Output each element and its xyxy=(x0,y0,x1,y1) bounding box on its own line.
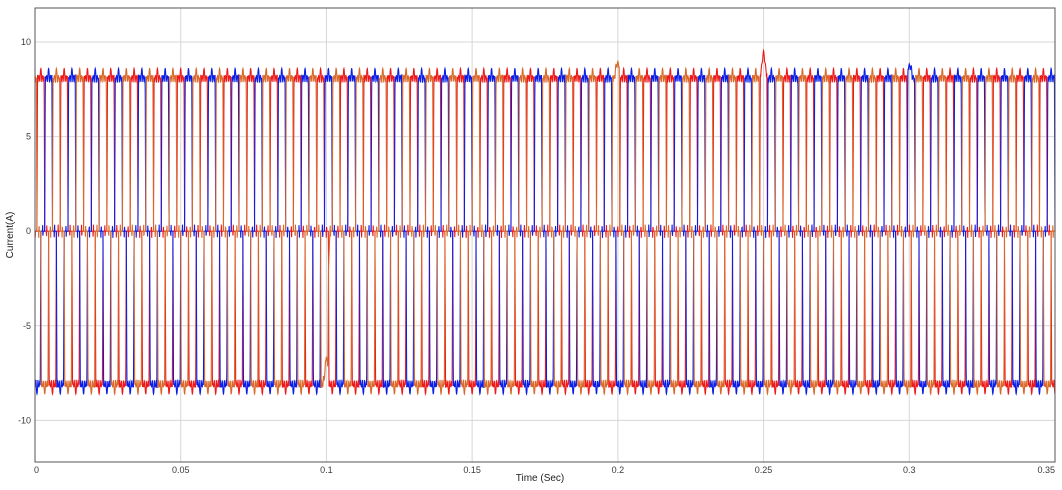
x-tick-label: 0.2 xyxy=(612,465,625,475)
y-tick-label: 0 xyxy=(26,226,31,236)
series-line-1 xyxy=(34,48,1056,396)
x-tick-label: 0.1 xyxy=(320,465,333,475)
y-axis-label: Current(A) xyxy=(5,212,16,259)
x-tick-label: 0 xyxy=(34,465,39,475)
x-tick-labels: 0 0.05 0.1 0.15 0.2 0.25 0.3 0.35 xyxy=(34,465,1055,475)
x-tick-label: 0.15 xyxy=(463,465,481,475)
x-tick-label: 0.3 xyxy=(903,465,916,475)
y-tick-label: -10 xyxy=(18,415,31,425)
y-tick-label: 5 xyxy=(26,132,31,142)
y-tick-label: 10 xyxy=(21,37,31,47)
x-tick-label: 0.35 xyxy=(1037,465,1055,475)
plot-frame xyxy=(34,7,1056,463)
series-line-3 xyxy=(34,60,1055,396)
y-tick-label: -5 xyxy=(23,321,31,331)
x-tick-label: 0.05 xyxy=(172,465,190,475)
series-line-2 xyxy=(34,62,1056,396)
series-lines xyxy=(34,48,1056,396)
x-axis-label: Time (Sec) xyxy=(516,473,565,484)
y-tick-labels: 10 5 0 -5 -10 xyxy=(18,37,31,425)
x-tick-label: 0.25 xyxy=(755,465,773,475)
